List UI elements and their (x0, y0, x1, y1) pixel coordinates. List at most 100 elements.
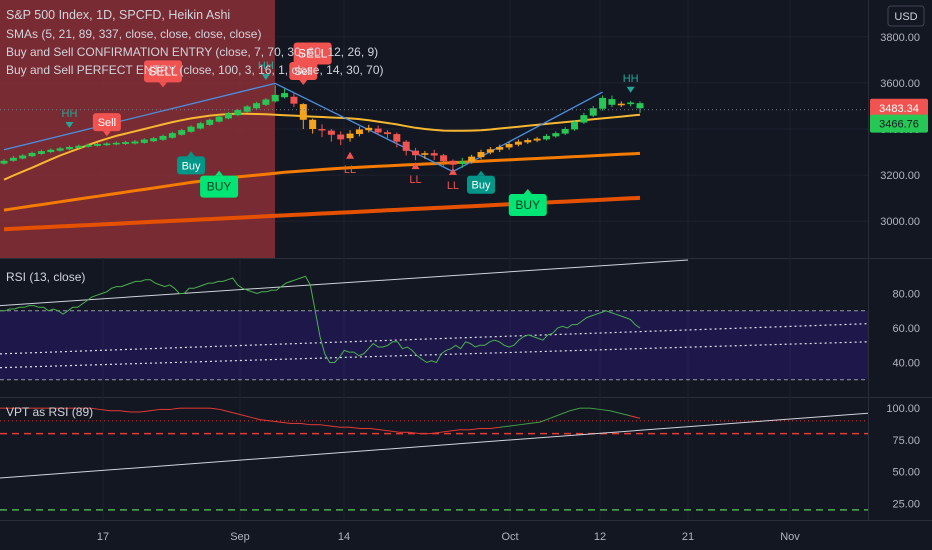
sell-signal-box[interactable] (92, 113, 121, 132)
candle-body[interactable] (355, 129, 363, 135)
candle-body[interactable] (571, 122, 579, 130)
candle-body[interactable] (262, 99, 270, 105)
candle-body[interactable] (327, 130, 335, 135)
candle-body[interactable] (178, 130, 186, 135)
candle-body[interactable] (168, 133, 176, 138)
candle-body[interactable] (477, 152, 485, 158)
candle-body[interactable] (159, 135, 167, 140)
indicator-legend-smas[interactable]: SMAs (5, 21, 89, 337, close, close, clos… (6, 27, 261, 41)
candle-body[interactable] (281, 93, 289, 98)
candle-body[interactable] (580, 115, 588, 123)
candle-body[interactable] (253, 103, 261, 109)
candle-body[interactable] (65, 146, 73, 150)
candle-body[interactable] (19, 155, 27, 159)
time-axis[interactable]: 17 Sep 14 Oct 12 21 Nov (97, 531, 800, 543)
candle-body[interactable] (608, 99, 616, 105)
price-tick-label: 3200.00 (880, 170, 920, 182)
candle-body[interactable] (84, 144, 92, 147)
buy-signal-box[interactable] (467, 175, 495, 194)
candle-body[interactable] (627, 102, 635, 105)
candle-body[interactable] (496, 146, 504, 150)
candle-body[interactable] (290, 96, 298, 104)
candle-body[interactable] (636, 103, 644, 109)
rsi-pane-title[interactable]: RSI (13, close) (6, 270, 85, 284)
vpt-line-segment (629, 415, 641, 419)
candle-body[interactable] (215, 116, 223, 122)
candle-body[interactable] (589, 108, 597, 116)
candle-body[interactable] (421, 153, 429, 155)
price-axis[interactable]: 3800.003600.003400.003200.003000.003483.… (870, 32, 928, 511)
candle-body[interactable] (402, 141, 410, 151)
buy-signal-box[interactable] (508, 194, 547, 217)
candle-body[interactable] (9, 157, 17, 161)
sell-signal-pointer (102, 131, 111, 137)
vpt-line-segment (549, 414, 561, 419)
candle-body[interactable] (103, 143, 111, 146)
candle-body[interactable] (150, 138, 158, 142)
candle-body[interactable] (440, 155, 448, 162)
indicator-legend-confirmation[interactable]: Buy and Sell CONFIRMATION ENTRY (close, … (6, 45, 378, 59)
ll-label: LL (344, 164, 356, 176)
candle-body[interactable] (94, 143, 102, 146)
candle-body[interactable] (505, 143, 513, 148)
vpt-line-segment (499, 425, 511, 428)
rsi-pane[interactable] (0, 259, 869, 381)
candle-body[interactable] (140, 139, 148, 143)
candle-body[interactable] (374, 128, 382, 133)
indicator-legend-perfect-entry[interactable]: Buy and Sell PERFECT ENTRY (close, 100, … (6, 63, 384, 77)
candle-body[interactable] (47, 149, 55, 153)
candle-body[interactable] (131, 141, 139, 144)
candle-body[interactable] (122, 142, 130, 144)
candle-body[interactable] (243, 106, 251, 112)
vpt-line-segment (209, 407, 221, 410)
candle-body[interactable] (309, 119, 317, 129)
candle-body[interactable] (271, 94, 279, 102)
candle-body[interactable] (468, 156, 476, 162)
candle-body[interactable] (224, 113, 232, 119)
candle-body[interactable] (412, 150, 420, 156)
candle-body[interactable] (37, 151, 45, 154)
candle-body[interactable] (346, 133, 354, 139)
vpt-pane-title[interactable]: VPT as RSI (89) (6, 405, 93, 419)
candle-body[interactable] (75, 145, 83, 148)
candle-body[interactable] (542, 135, 550, 140)
candle-body[interactable] (196, 123, 204, 129)
candle-body[interactable] (430, 153, 438, 156)
buy-signal-box[interactable] (200, 175, 239, 198)
candle-body[interactable] (299, 104, 307, 120)
buy-signal-pointer (523, 189, 532, 195)
candle-body[interactable] (383, 132, 391, 135)
candle-body[interactable] (617, 103, 625, 106)
buy-signal-box[interactable] (177, 156, 206, 175)
candle-body[interactable] (28, 152, 36, 157)
candle-body[interactable] (56, 148, 64, 151)
candle-body[interactable] (206, 119, 214, 125)
candle-body[interactable] (393, 134, 401, 142)
candle-body[interactable] (599, 97, 607, 109)
sell-signal-box[interactable] (293, 42, 332, 65)
currency-button[interactable] (887, 5, 925, 27)
candle-body[interactable] (533, 138, 541, 141)
candle-body[interactable] (112, 142, 120, 145)
candle-body[interactable] (234, 110, 242, 116)
price-pane[interactable]: HH HH HH LL LL LL Sell SELL SELL Sell Buy BUY Buy BUY (0, 42, 868, 232)
candle-body[interactable] (449, 160, 457, 165)
candle-body[interactable] (0, 160, 8, 164)
sell-signal-box[interactable] (144, 60, 182, 83)
candle-body[interactable] (486, 149, 494, 153)
ll-marker (411, 162, 420, 170)
ll-marker (448, 167, 457, 175)
symbol-title[interactable]: S&P 500 Index, 1D, SPCFD, Heikin Ashi (6, 8, 230, 22)
vpt-pane[interactable] (0, 407, 869, 511)
sell-signal-box[interactable] (289, 61, 318, 80)
candle-body[interactable] (337, 134, 345, 140)
candle-body[interactable] (365, 127, 373, 131)
candle-body[interactable] (458, 161, 466, 165)
candle-body[interactable] (552, 133, 560, 137)
candle-body[interactable] (318, 129, 326, 131)
candle-body[interactable] (561, 129, 569, 134)
candle-body[interactable] (524, 140, 532, 143)
candle-body[interactable] (514, 141, 522, 145)
candle-body[interactable] (187, 126, 195, 132)
